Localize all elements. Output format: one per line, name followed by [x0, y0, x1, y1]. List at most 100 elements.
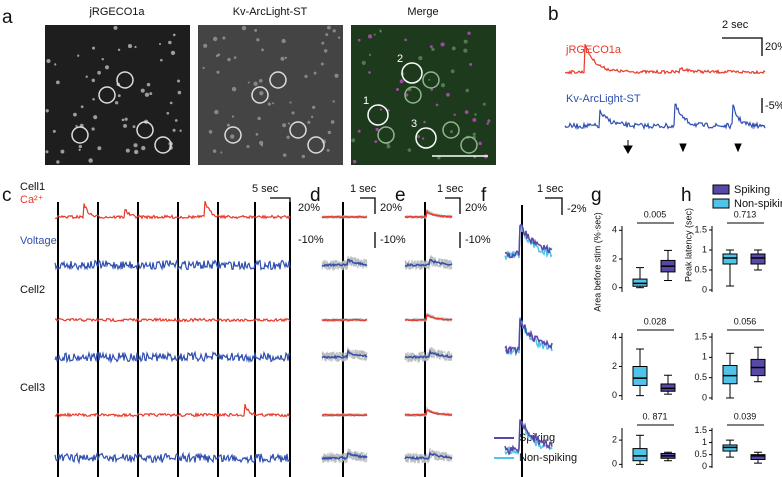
- speckle: [78, 148, 81, 151]
- box: [750, 253, 766, 265]
- speckle: [159, 43, 162, 46]
- speckle: [54, 63, 57, 66]
- scale-label: 5 sec: [252, 183, 279, 195]
- speckle: [261, 48, 264, 52]
- speckle: [231, 86, 237, 92]
- trace: [504, 419, 553, 456]
- speckle: [287, 122, 291, 125]
- speckle: [396, 87, 400, 91]
- speckle: [260, 144, 264, 147]
- speckle: [202, 66, 205, 69]
- trace: [504, 318, 553, 357]
- speckle: [464, 110, 469, 115]
- trace: [54, 350, 291, 364]
- speckle: [92, 46, 96, 50]
- speckle: [174, 119, 178, 122]
- speckle: [127, 44, 133, 49]
- speckle: [259, 140, 264, 146]
- speckle: [423, 120, 426, 124]
- p-value: 0.005: [644, 209, 667, 219]
- panel-label: b: [548, 4, 559, 25]
- scale-label: -5%: [765, 100, 782, 112]
- trace: [504, 224, 553, 261]
- image-title: Kv-ArcLight-ST: [233, 6, 308, 18]
- speckle: [327, 130, 332, 135]
- speckle: [446, 92, 450, 97]
- p-value: 0.056: [734, 316, 757, 326]
- speckle: [78, 144, 82, 149]
- speckle: [404, 38, 407, 42]
- speckle: [177, 79, 181, 83]
- speckle: [140, 88, 145, 93]
- speckle: [212, 36, 218, 42]
- y-tick-label: 4: [612, 332, 617, 342]
- speckle: [474, 113, 477, 116]
- speckle: [374, 140, 378, 144]
- scale-label: 20%: [765, 41, 782, 53]
- speckle: [469, 63, 473, 67]
- speckle: [301, 154, 306, 159]
- speckle: [146, 82, 151, 87]
- trace: [54, 201, 291, 220]
- y-axis-label: Area before stim (%·sec): [592, 212, 602, 312]
- speckle: [257, 116, 261, 121]
- speckle: [60, 149, 65, 154]
- trace: [321, 258, 368, 268]
- panel-label: f: [481, 185, 487, 206]
- speckle: [334, 73, 339, 78]
- speckle: [416, 135, 421, 139]
- speckle: [478, 141, 482, 146]
- speckle: [97, 70, 101, 75]
- cell-outline: [422, 71, 440, 89]
- speckle: [134, 45, 137, 49]
- panel-label: h: [681, 185, 692, 206]
- speckle: [117, 48, 121, 52]
- speckle: [80, 105, 84, 109]
- micrograph: [351, 25, 496, 165]
- speckle: [133, 149, 139, 155]
- speckle: [368, 34, 373, 39]
- speckle: [280, 56, 285, 61]
- legend-swatch: [712, 184, 730, 195]
- speckle: [289, 101, 292, 104]
- box: [722, 364, 738, 385]
- speckle: [92, 97, 95, 101]
- y-tick-label: 1: [702, 352, 707, 362]
- trace: [54, 403, 291, 418]
- speckle: [56, 160, 60, 164]
- trace: [321, 349, 368, 360]
- trace: [564, 103, 766, 131]
- speckle: [258, 79, 263, 83]
- speckle: [430, 88, 434, 91]
- y-tick-label: 0: [612, 390, 617, 400]
- y-tick-label: 0: [702, 392, 707, 402]
- speckle: [144, 92, 150, 97]
- speckle: [73, 112, 77, 117]
- box: [750, 454, 766, 461]
- speckle: [379, 108, 383, 111]
- speckle: [449, 130, 453, 134]
- speckle: [291, 111, 295, 115]
- speckle: [373, 33, 376, 36]
- y-tick-label: 0: [702, 284, 707, 294]
- trace: [321, 413, 368, 417]
- speckle: [357, 129, 361, 133]
- speckle: [124, 117, 128, 121]
- trace: [404, 313, 453, 322]
- speckle: [254, 28, 258, 32]
- y-tick-label: 2: [612, 253, 617, 263]
- speckle: [91, 78, 96, 83]
- scale-bar: [545, 197, 563, 215]
- speckle: [463, 39, 468, 44]
- trace: [54, 451, 291, 465]
- speckle: [220, 151, 223, 154]
- speckle: [487, 119, 491, 123]
- cell-outline: [71, 126, 89, 144]
- legend-label: Non-spiking: [734, 198, 782, 210]
- y-axis-label: Peak latency (sec): [683, 208, 693, 282]
- image-title: Merge: [407, 6, 438, 18]
- speckle: [114, 101, 119, 105]
- y-tick-label: 2: [612, 434, 617, 444]
- scale-label: -10%: [465, 234, 491, 246]
- cell-outline: [98, 86, 116, 104]
